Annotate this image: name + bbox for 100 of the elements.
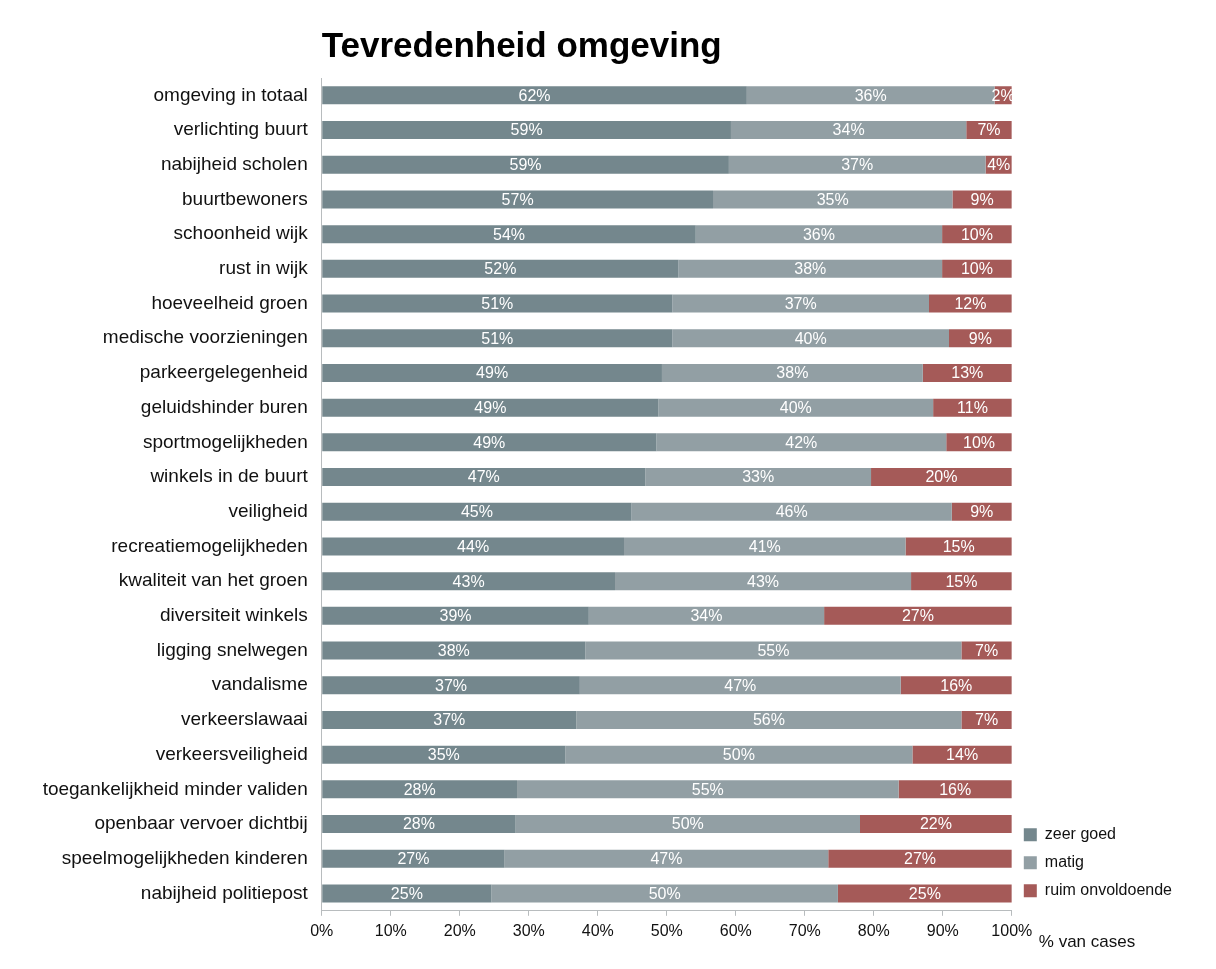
data-label: 51%: [481, 329, 514, 347]
data-label: 12%: [954, 294, 987, 312]
data-label: 54%: [492, 225, 526, 243]
data-label: 50%: [671, 815, 704, 833]
x-tick-label: 90%: [926, 921, 959, 939]
data-label: 10%: [963, 433, 996, 451]
bar: [661, 363, 923, 382]
bar: [322, 815, 516, 834]
y-tick-label: veiligheid: [228, 499, 308, 521]
bar: [585, 641, 962, 660]
data-label: 49%: [473, 433, 506, 451]
data-label: 39%: [439, 607, 472, 625]
data-label: 59%: [509, 156, 542, 174]
x-tick-label: 40%: [581, 921, 614, 939]
y-tick-label: nabijheid scholen: [160, 152, 308, 174]
data-label: 28%: [402, 815, 435, 833]
x-tick-label: 20%: [443, 921, 476, 939]
y-tick-label: schoonheid wijk: [173, 222, 309, 244]
data-label: 10%: [960, 225, 993, 243]
data-label: 33%: [742, 468, 775, 486]
data-label: 20%: [925, 468, 958, 486]
bar: [615, 572, 912, 591]
y-tick-label: kwaliteit van het groen: [118, 569, 308, 591]
y-tick-label: recreatiemogelijkheden: [111, 534, 308, 556]
data-label: 51%: [481, 294, 514, 312]
data-label: 47%: [724, 676, 757, 694]
bar: [491, 884, 838, 903]
legend-label: zeer goed: [1044, 825, 1116, 843]
y-tick-label: verkeerslawaai: [181, 708, 308, 730]
y-tick-label: toegankelijkheid minder validen: [42, 777, 308, 799]
y-tick-label: omgeving in totaal: [153, 83, 308, 105]
data-label: 4%: [987, 156, 1011, 174]
data-label: 15%: [942, 537, 975, 555]
data-label: 25%: [390, 884, 423, 902]
data-label: 56%: [752, 711, 785, 729]
bar: [322, 502, 632, 521]
data-label: 25%: [908, 884, 941, 902]
data-label: 27%: [397, 850, 430, 868]
data-label: 49%: [476, 364, 509, 382]
data-label: 35%: [816, 190, 849, 208]
bar: [322, 190, 714, 209]
bar: [322, 398, 659, 417]
bar: [656, 433, 947, 452]
data-label: 9%: [970, 190, 994, 208]
data-label: 28%: [403, 780, 436, 798]
data-label: 62%: [518, 86, 551, 104]
bar: [579, 676, 901, 695]
data-label: 49%: [474, 399, 507, 417]
chart-title: Tevredenheid omgeving: [321, 24, 722, 64]
bar: [322, 86, 747, 105]
data-label: 44%: [457, 537, 490, 555]
data-label: 37%: [435, 676, 468, 694]
y-tick-label: diversiteit winkels: [159, 604, 308, 626]
data-label: 10%: [960, 260, 993, 278]
bar: [871, 468, 1012, 487]
data-label: 37%: [841, 156, 874, 174]
bar: [713, 190, 953, 209]
data-label: 36%: [854, 86, 887, 104]
y-tick-label: parkeergelegenheid: [139, 361, 308, 383]
data-label: 27%: [901, 607, 934, 625]
bar: [322, 780, 518, 799]
data-label: 27%: [904, 850, 937, 868]
bar: [672, 294, 929, 313]
data-label: 16%: [940, 676, 973, 694]
bar: [672, 329, 950, 348]
y-tick-label: verlichting buurt: [173, 118, 309, 140]
data-label: 55%: [691, 780, 724, 798]
legend-label: matig: [1044, 853, 1084, 871]
bar: [322, 225, 696, 244]
data-label: 38%: [437, 641, 470, 659]
bar: [565, 745, 913, 764]
bar: [322, 710, 577, 729]
bar: [859, 815, 1012, 834]
data-label: 40%: [779, 399, 812, 417]
data-label: 11%: [957, 399, 988, 417]
bar: [322, 363, 662, 382]
bar: [322, 606, 589, 625]
data-label: 55%: [757, 641, 790, 659]
y-tick-label: verkeersveiligheid: [155, 742, 308, 764]
x-tick-label: 50%: [650, 921, 683, 939]
y-tick-label: openbaar vervoer dichtbij: [94, 812, 308, 834]
data-label: 7%: [977, 121, 1001, 139]
data-label: 9%: [970, 503, 994, 521]
bar: [322, 537, 624, 556]
x-axis-title: % van cases: [1038, 932, 1136, 952]
bar: [695, 225, 943, 244]
data-label: 38%: [794, 260, 827, 278]
bar: [322, 745, 566, 764]
bar: [678, 259, 943, 278]
data-label: 22%: [919, 815, 952, 833]
data-label: 34%: [690, 607, 723, 625]
bar: [322, 433, 657, 452]
data-label: 7%: [975, 711, 999, 729]
data-label: 50%: [722, 746, 755, 764]
bar: [588, 606, 825, 625]
bar: [322, 155, 729, 174]
data-label: 59%: [510, 121, 543, 139]
data-label: 43%: [747, 572, 780, 590]
y-tick-label: ligging snelwegen: [156, 638, 308, 660]
bar: [828, 849, 1012, 868]
